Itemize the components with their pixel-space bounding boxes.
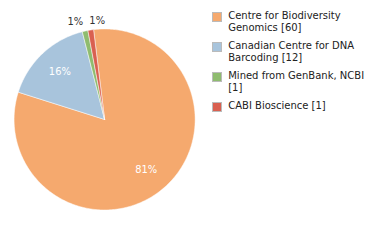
- svg-text:16%: 16%: [49, 66, 71, 77]
- svg-text:1%: 1%: [89, 15, 105, 26]
- svg-text:1%: 1%: [67, 16, 83, 27]
- svg-text:81%: 81%: [135, 164, 157, 175]
- html-text:Centre for Biodiversity Genomi: Centre for Biodiversity Genomics [60]: [228, 10, 341, 33]
- html-text:Mined from GenBank, NCBI [1]: Mined from GenBank, NCBI [1]: [228, 70, 365, 93]
- html-text:Canadian Centre for DNA Barcod: Canadian Centre for DNA Barcoding [12]: [228, 40, 355, 63]
- html-text:CABI Bioscience [1]: CABI Bioscience [1]: [228, 100, 326, 111]
